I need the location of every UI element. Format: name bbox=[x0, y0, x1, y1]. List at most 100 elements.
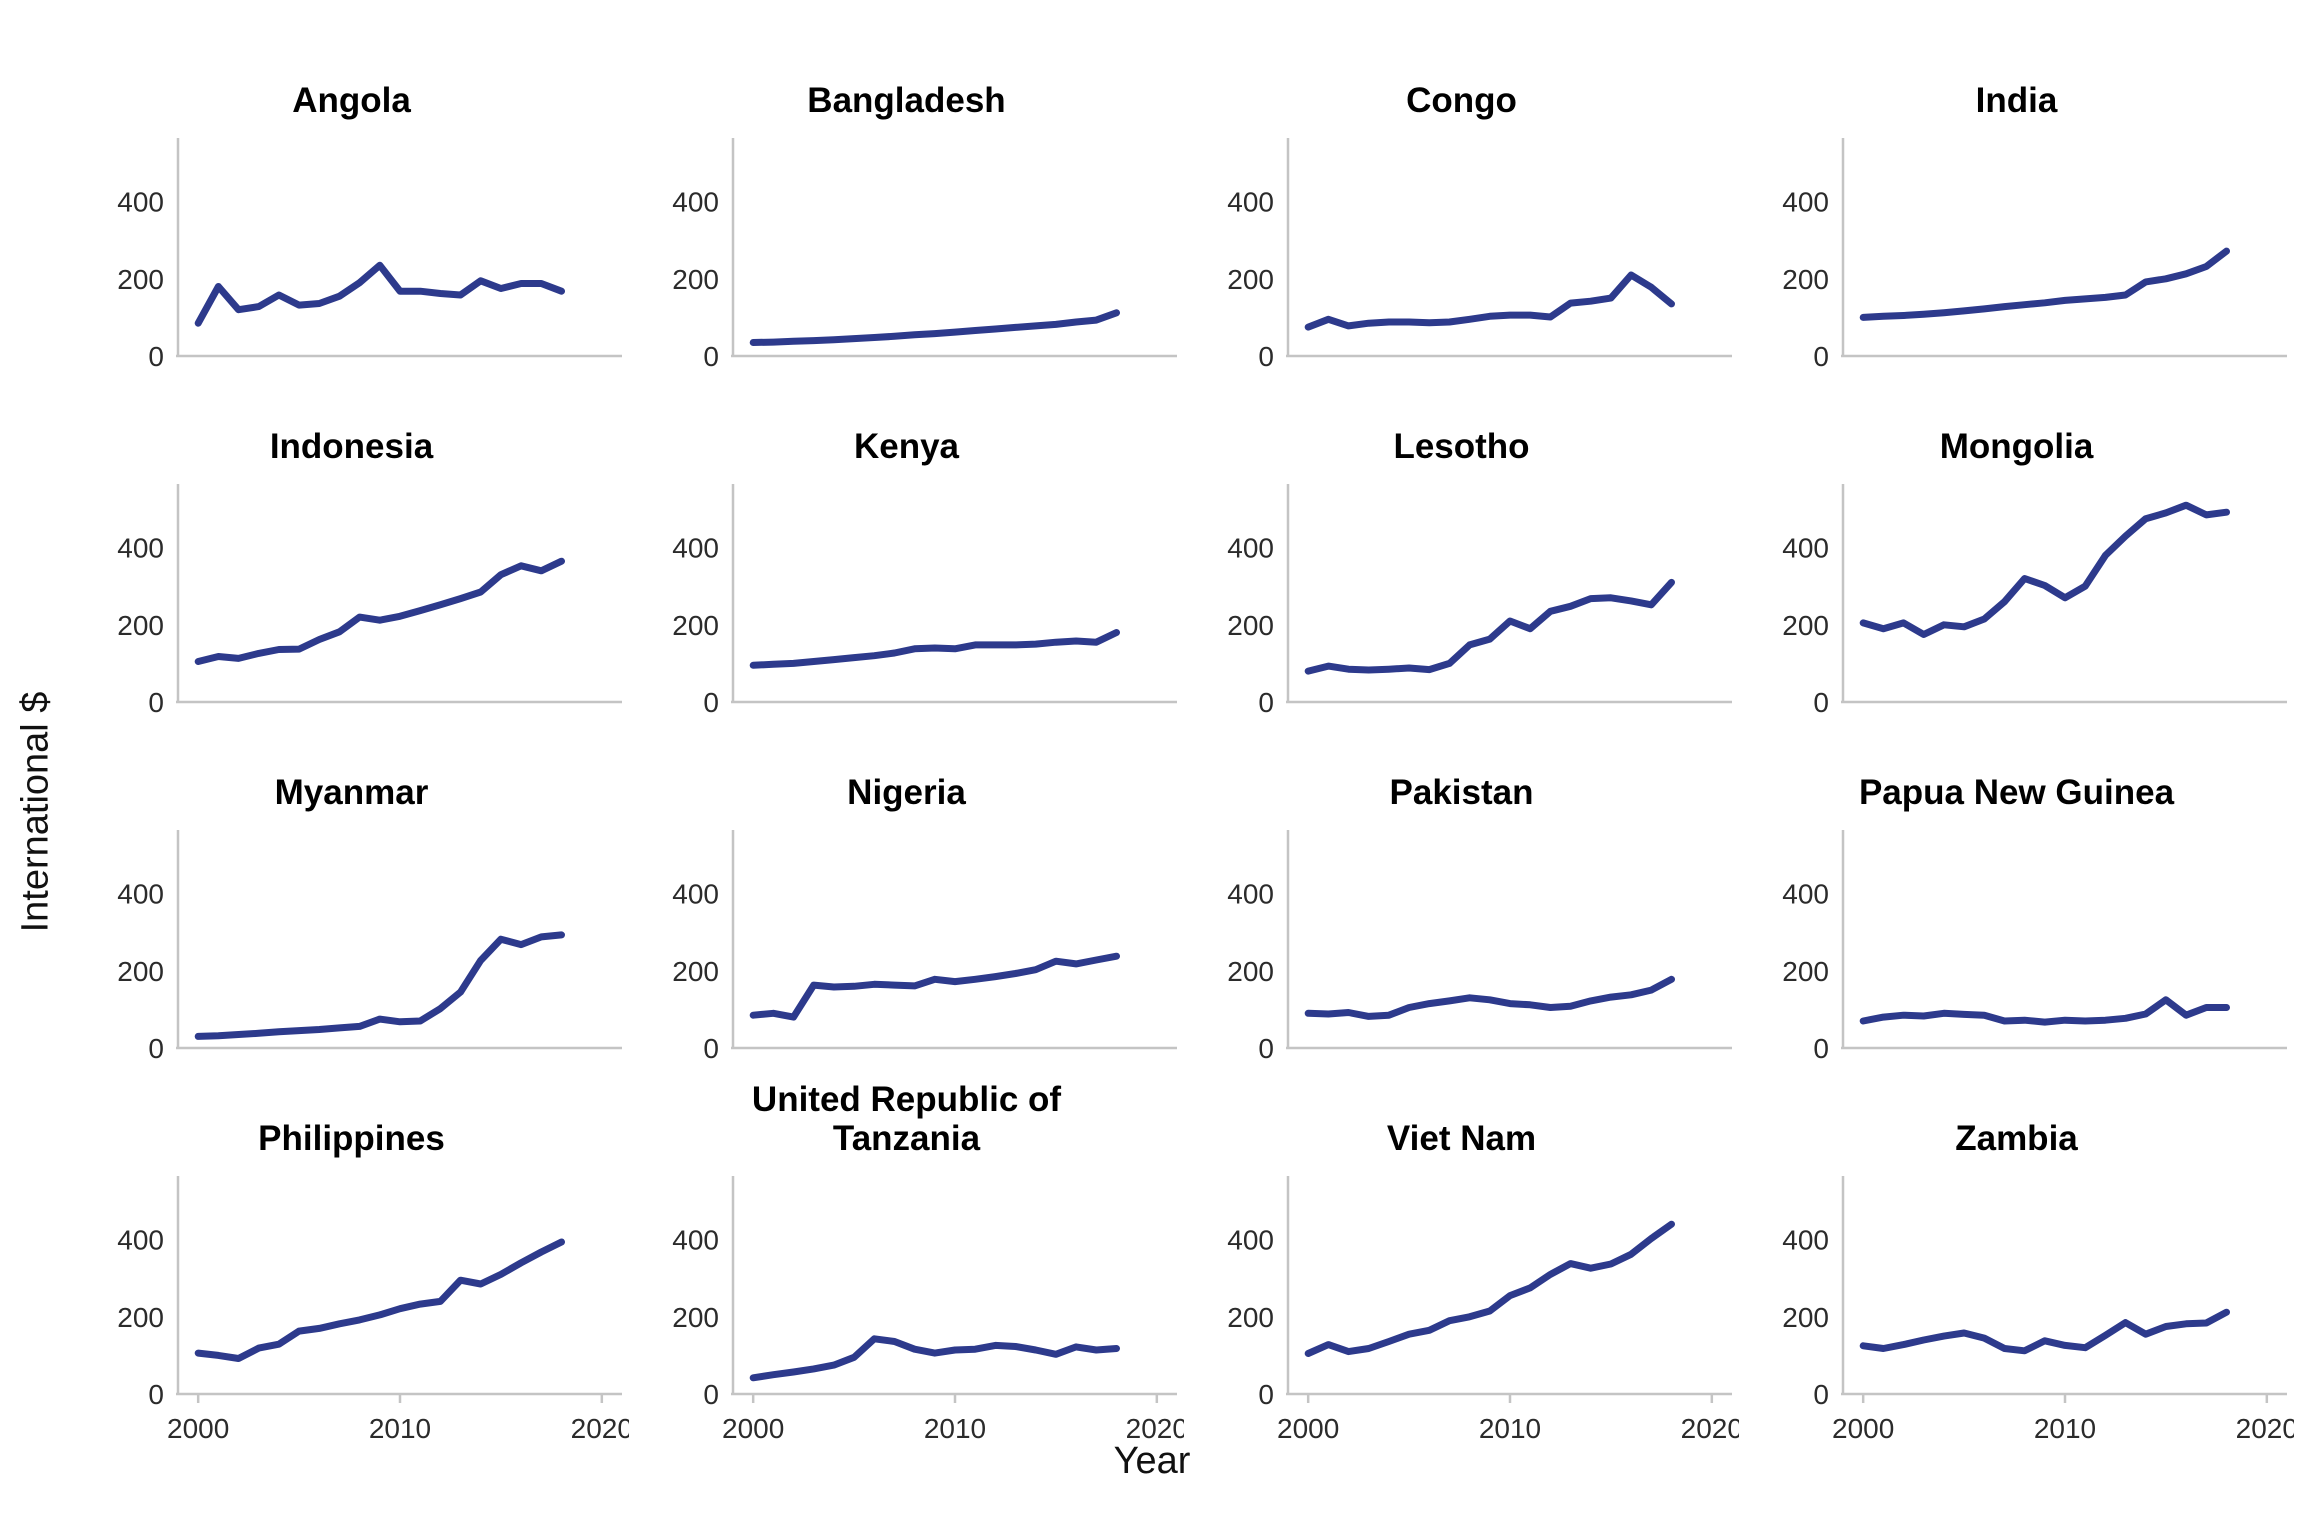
data-line-zambia bbox=[1859, 1308, 2230, 1355]
y-tick-label: 0 bbox=[703, 341, 719, 372]
chart-title-area: Myanmar bbox=[74, 722, 629, 820]
chart-cell-angola: Angola 0 200 400 bbox=[74, 30, 629, 376]
x-tick-label: 2020 bbox=[1126, 1413, 1184, 1444]
y-tick-label: 0 bbox=[148, 341, 164, 372]
data-line-india bbox=[1859, 247, 2230, 321]
y-tick-label: 400 bbox=[1782, 187, 1829, 218]
chart-cell-pakistan: Pakistan 0 200 400 bbox=[1184, 722, 1739, 1068]
line-chart-svg-philippines: 0 200 400 2000 2010 2020 bbox=[117, 1176, 629, 1444]
chart-title-area: Lesotho bbox=[1184, 376, 1739, 474]
chart-title: Bangladesh bbox=[807, 80, 1006, 120]
x-tick-label: 2020 bbox=[1681, 1413, 1739, 1444]
chart-cell-bangladesh: Bangladesh 0 200 400 bbox=[629, 30, 1184, 376]
data-line-nigeria bbox=[749, 952, 1120, 1021]
data-line-myanmar bbox=[194, 931, 565, 1040]
y-tick-label: 400 bbox=[672, 879, 719, 910]
x-axis-title: Year bbox=[1113, 1440, 1191, 1482]
chart-title: United Republic of Tanzania bbox=[751, 1079, 1062, 1158]
chart-cell-papua-new-guinea: Papua New Guinea 0 200 400 bbox=[1739, 722, 2294, 1068]
chart-cell-zambia: Zambia 0 200 400 2000 2010 2020 bbox=[1739, 1068, 2294, 1458]
chart-title: Viet Nam bbox=[1386, 1118, 1537, 1158]
chart-title-area: Congo bbox=[1184, 30, 1739, 128]
data-line-congo bbox=[1304, 271, 1675, 331]
data-line-viet-nam bbox=[1304, 1220, 1675, 1357]
data-line-bangladesh bbox=[749, 309, 1120, 346]
y-tick-label: 200 bbox=[672, 264, 719, 295]
y-tick-label: 0 bbox=[1813, 1033, 1829, 1064]
y-tick-label: 200 bbox=[1782, 610, 1829, 641]
data-line-united-republic-of-tanzania bbox=[749, 1335, 1120, 1382]
y-tick-label: 200 bbox=[1782, 1302, 1829, 1333]
chart-title: Pakistan bbox=[1389, 772, 1534, 812]
y-tick-label: 200 bbox=[672, 1302, 719, 1333]
y-tick-label: 200 bbox=[1782, 956, 1829, 987]
y-tick-label: 400 bbox=[1227, 533, 1274, 564]
y-tick-label: 200 bbox=[1227, 956, 1274, 987]
y-tick-label: 200 bbox=[672, 956, 719, 987]
y-tick-label: 0 bbox=[703, 687, 719, 718]
y-tick-label: 400 bbox=[1227, 1225, 1274, 1256]
chart-title-area: Bangladesh bbox=[629, 30, 1184, 128]
x-tick-label: 2020 bbox=[571, 1413, 629, 1444]
x-tick-label: 2010 bbox=[1479, 1413, 1541, 1444]
chart-title-area: Mongolia bbox=[1739, 376, 2294, 474]
x-tick-label: 2000 bbox=[1832, 1413, 1894, 1444]
chart-title: Kenya bbox=[853, 426, 960, 466]
charts-grid: Angola 0 200 400 Bangladesh 0 200 400 Congo 0 200 4… bbox=[74, 30, 2294, 1458]
y-tick-label: 400 bbox=[672, 1225, 719, 1256]
y-tick-label: 0 bbox=[1813, 687, 1829, 718]
chart-cell-lesotho: Lesotho 0 200 400 bbox=[1184, 376, 1739, 722]
line-chart-svg-bangladesh: 0 200 400 bbox=[672, 138, 1177, 372]
chart-cell-nigeria: Nigeria 0 200 400 bbox=[629, 722, 1184, 1068]
chart-cell-indonesia: Indonesia 0 200 400 bbox=[74, 376, 629, 722]
chart-title-area: Philippines bbox=[74, 1068, 629, 1166]
y-tick-label: 400 bbox=[1782, 1225, 1829, 1256]
y-tick-label: 400 bbox=[117, 187, 164, 218]
line-chart-svg-united-republic-of-tanzania: 0 200 400 2000 2010 2020 bbox=[672, 1176, 1184, 1444]
data-line-kenya bbox=[749, 629, 1120, 669]
y-tick-label: 0 bbox=[1813, 1379, 1829, 1410]
chart-cell-philippines: Philippines 0 200 400 2000 2010 2020 bbox=[74, 1068, 629, 1458]
x-tick-label: 2000 bbox=[722, 1413, 784, 1444]
chart-cell-viet-nam: Viet Nam 0 200 400 2000 2010 2020 bbox=[1184, 1068, 1739, 1458]
y-tick-label: 200 bbox=[117, 610, 164, 641]
chart-cell-united-republic-of-tanzania: United Republic of Tanzania 0 200 400 2000 20… bbox=[629, 1068, 1184, 1458]
line-chart-svg-nigeria: 0 200 400 bbox=[672, 830, 1177, 1064]
x-tick-label: 2010 bbox=[369, 1413, 431, 1444]
data-line-angola bbox=[194, 261, 565, 327]
y-tick-label: 0 bbox=[703, 1033, 719, 1064]
chart-title: Congo bbox=[1406, 80, 1517, 120]
y-tick-label: 0 bbox=[148, 1033, 164, 1064]
data-line-philippines bbox=[194, 1238, 565, 1362]
chart-title: Nigeria bbox=[847, 772, 966, 812]
y-tick-label: 0 bbox=[148, 687, 164, 718]
chart-cell-mongolia: Mongolia 0 200 400 bbox=[1739, 376, 2294, 722]
y-tick-label: 200 bbox=[117, 1302, 164, 1333]
line-chart-svg-myanmar: 0 200 400 bbox=[117, 830, 622, 1064]
y-tick-label: 400 bbox=[117, 1225, 164, 1256]
y-tick-label: 200 bbox=[1227, 610, 1274, 641]
chart-title: Papua New Guinea bbox=[1858, 772, 2175, 812]
data-line-indonesia bbox=[194, 557, 565, 665]
chart-title: Philippines bbox=[258, 1118, 445, 1158]
chart-title: Mongolia bbox=[1939, 426, 2094, 466]
y-tick-label: 0 bbox=[1813, 341, 1829, 372]
x-tick-label: 2000 bbox=[1277, 1413, 1339, 1444]
x-tick-label: 2000 bbox=[167, 1413, 229, 1444]
x-tick-label: 2010 bbox=[924, 1413, 986, 1444]
chart-title-area: United Republic of Tanzania bbox=[629, 1068, 1184, 1166]
line-chart-svg-pakistan: 0 200 400 bbox=[1227, 830, 1732, 1064]
y-tick-label: 400 bbox=[117, 879, 164, 910]
y-tick-label: 200 bbox=[117, 264, 164, 295]
y-tick-label: 400 bbox=[1782, 533, 1829, 564]
chart-title: Myanmar bbox=[274, 772, 429, 812]
y-tick-label: 400 bbox=[1782, 879, 1829, 910]
chart-title-area: India bbox=[1739, 30, 2294, 128]
y-tick-label: 400 bbox=[672, 187, 719, 218]
chart-cell-india: India 0 200 400 bbox=[1739, 30, 2294, 376]
chart-title: Zambia bbox=[1955, 1118, 2078, 1158]
y-tick-label: 400 bbox=[672, 533, 719, 564]
line-chart-svg-lesotho: 0 200 400 bbox=[1227, 484, 1732, 718]
chart-title: Angola bbox=[292, 80, 411, 120]
